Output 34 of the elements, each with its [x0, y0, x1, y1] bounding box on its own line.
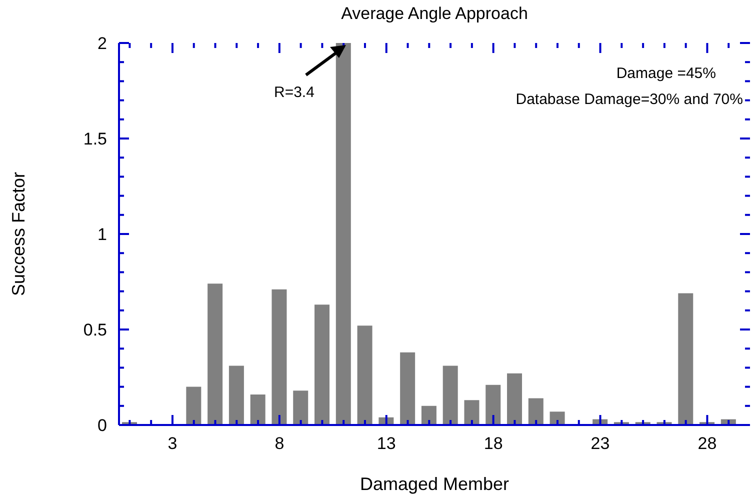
bar — [528, 398, 544, 425]
x-tick-label: 13 — [376, 434, 396, 454]
bar — [678, 293, 694, 425]
y-tick-label: 0 — [98, 416, 107, 435]
bar — [486, 384, 501, 425]
bar — [186, 386, 202, 425]
y-tick-label: 1.5 — [83, 130, 107, 148]
bar — [507, 373, 522, 425]
annotation: Database Damage=30% and 70% — [516, 91, 743, 108]
y-tick-label: 1 — [98, 225, 107, 244]
bar — [464, 400, 480, 425]
annotation: Damage =45% — [616, 65, 716, 82]
x-tick-label: 28 — [698, 434, 717, 454]
y-axis-title: Success Factor — [8, 172, 28, 296]
bar — [357, 326, 372, 425]
bar — [272, 289, 287, 425]
x-axis-title: Damaged Member — [358, 474, 510, 495]
x-tick-label: 3 — [168, 434, 178, 454]
bar — [228, 366, 244, 425]
x-tick-label: 8 — [274, 434, 284, 454]
y-tick-label: 0.5 — [83, 320, 107, 340]
annotation: R=3.4 — [274, 84, 314, 101]
x-tick-label: 23 — [590, 434, 610, 454]
bar — [208, 284, 223, 425]
bar — [442, 366, 458, 425]
bar — [314, 304, 330, 425]
bar — [293, 390, 308, 425]
bar — [400, 352, 416, 425]
y-tick-label: 2 — [98, 34, 107, 53]
bar — [550, 412, 565, 425]
bar — [421, 406, 436, 425]
bar — [250, 394, 266, 425]
chart-title: Average Angle Approach — [340, 4, 529, 24]
x-tick-label: 18 — [484, 434, 503, 454]
